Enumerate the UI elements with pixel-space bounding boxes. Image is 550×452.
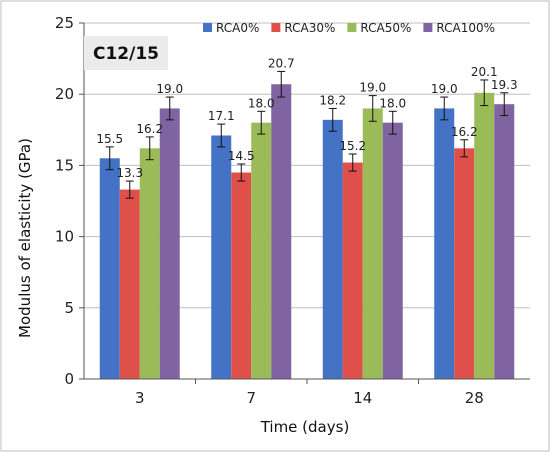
y-tick-label: 0 <box>64 370 74 388</box>
y-tick-label: 15 <box>55 156 74 174</box>
data-label: 18.2 <box>319 93 346 107</box>
data-label: 18.0 <box>248 96 275 110</box>
y-axis-title: Modulus of elasticity (GPa) <box>16 138 34 338</box>
data-labels: 15.5 13.3 16.2 19.0 17.1 14.5 18.0 20.7 18.2 15.2… <box>96 56 517 180</box>
chart-title: C12/15 <box>93 44 159 64</box>
x-tick-label: 7 <box>246 389 256 407</box>
bar <box>231 172 252 379</box>
bar <box>494 104 515 379</box>
data-label: 14.5 <box>228 149 255 163</box>
bar <box>342 162 363 379</box>
data-label: 19.0 <box>156 82 183 96</box>
legend-label: RCA30% <box>284 21 335 35</box>
bar <box>99 158 120 379</box>
data-label: 16.2 <box>451 125 478 139</box>
data-label: 18.0 <box>379 96 406 110</box>
bar <box>139 148 160 379</box>
data-label: 16.2 <box>136 122 163 136</box>
data-label: 13.3 <box>116 166 143 180</box>
y-tick-label: 20 <box>55 85 74 103</box>
legend-label: RCA0% <box>216 21 259 35</box>
legend: RCA0% RCA30% RCA50% RCA100% <box>203 21 495 35</box>
legend-label: RCA50% <box>360 21 411 35</box>
x-axis-title: Time (days) <box>260 418 350 436</box>
title-badge <box>84 36 168 70</box>
bar <box>251 122 272 380</box>
x-tick-label: 28 <box>465 389 484 407</box>
data-label: 19.0 <box>431 82 458 96</box>
y-tick-label: 25 <box>55 14 74 32</box>
legend-swatch <box>423 23 433 32</box>
bar <box>434 108 455 379</box>
bar <box>119 189 140 379</box>
data-label: 15.5 <box>96 132 123 146</box>
bar <box>322 119 343 379</box>
legend-swatch <box>347 23 357 32</box>
data-label: 15.2 <box>339 139 366 153</box>
bar <box>159 108 180 379</box>
bar <box>211 135 232 379</box>
x-tick-label: 14 <box>353 389 372 407</box>
y-tick-label: 5 <box>64 299 74 317</box>
legend-label: RCA100% <box>436 21 495 35</box>
bar <box>382 122 403 380</box>
x-tick-label: 3 <box>135 389 145 407</box>
legend-swatch <box>203 23 212 32</box>
bar <box>362 108 383 379</box>
data-label: 20.7 <box>268 56 295 70</box>
data-label: 17.1 <box>208 109 235 123</box>
bar <box>474 92 495 379</box>
bar <box>271 84 292 380</box>
data-label: 20.1 <box>471 65 498 79</box>
bars <box>99 70 515 380</box>
axes: 0 5 10 15 20 25 3 7 14 28 <box>55 14 530 407</box>
bar <box>454 148 475 379</box>
data-label: 19.0 <box>359 81 386 95</box>
data-label: 19.3 <box>491 78 518 92</box>
y-tick-label: 10 <box>55 228 74 246</box>
legend-swatch <box>271 23 281 32</box>
